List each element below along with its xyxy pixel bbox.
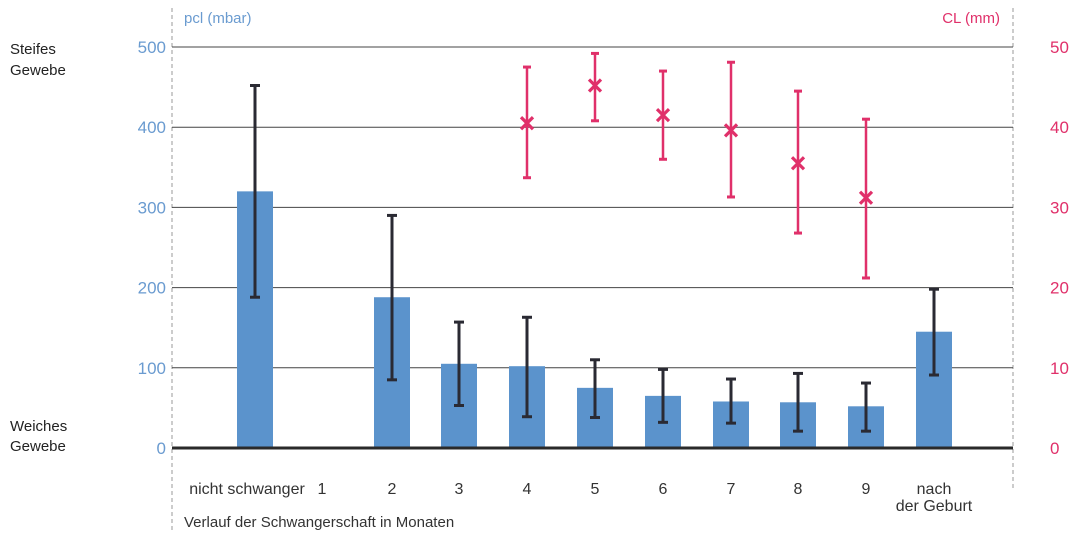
right-tick-label: 0 [1050,439,1059,458]
left-axis-title: pcl (mbar) [184,10,252,27]
right-axis-title: CL (mm) [942,10,1000,27]
category-label: 1 [318,481,327,498]
category-label: 9 [862,481,871,498]
cl-marker-stroke-b [587,78,603,93]
category-label: 6 [659,481,668,498]
right-tick-label: 30 [1050,198,1069,217]
category-label: 4 [523,481,532,498]
category-label: 2 [388,481,397,498]
left-tick-label: 300 [138,198,166,217]
cl-marker-stroke-b [858,190,874,205]
right-tick-label: 50 [1050,38,1069,57]
left-tick-label: 500 [138,38,166,57]
bottom-side-label-line2: Gewebe [10,438,66,455]
right-tick-label: 10 [1050,359,1069,378]
category-label: nach [917,481,952,498]
category-label: 5 [591,481,600,498]
x-axis-title: Verlauf der Schwangerschaft in Monaten [184,514,454,531]
error-bar-layer [250,83,939,433]
left-tick-label: 200 [138,279,166,298]
category-label: 3 [455,481,464,498]
top-side-label-line2: Gewebe [10,62,66,79]
right-tick-label: 40 [1050,118,1069,137]
cl-marker-stroke-b [519,116,535,131]
category-label: 8 [794,481,803,498]
left-tick-label: 0 [157,439,166,458]
left-tick-label: 100 [138,359,166,378]
cl-marker-stroke-b [790,156,806,171]
left-tick-label: 400 [138,118,166,137]
tick-layer: 0 100 200 300 400 500 0 10 20 30 40 50 [138,38,1069,458]
cl-marker-stroke-b [723,123,739,138]
cl-marker-stroke-b [655,108,671,123]
category-label: der Geburt [896,498,973,515]
bottom-side-label-line1: Weiches [10,418,67,435]
cl-point-layer [519,51,874,280]
category-label: nicht schwanger [189,481,305,498]
right-tick-label: 20 [1050,279,1069,298]
category-label: 7 [727,481,736,498]
grid-layer [172,46,1013,369]
top-side-label-line1: Steifes [10,41,56,58]
